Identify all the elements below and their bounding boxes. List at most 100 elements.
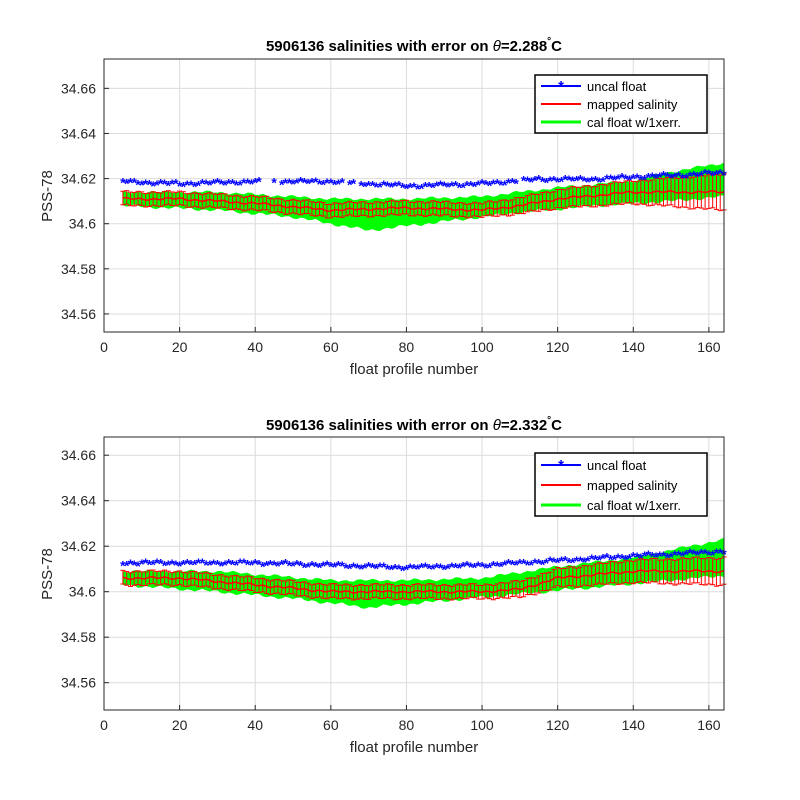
uncal-float-marker: *: [400, 563, 406, 579]
uncal-float-marker: *: [336, 558, 342, 574]
uncal-float-marker: *: [241, 175, 247, 191]
y-tick-label: 34.64: [61, 493, 96, 509]
uncal-float-series: ****************************************…: [120, 165, 727, 196]
y-tick-label: 34.66: [61, 447, 96, 463]
uncal-float-marker: *: [132, 557, 138, 573]
uncal-float-marker: *: [608, 551, 614, 567]
uncal-float-marker: *: [532, 555, 538, 571]
uncal-float-marker: *: [298, 557, 304, 573]
uncal-float-marker: *: [260, 558, 266, 574]
uncal-float-marker: *: [404, 181, 410, 197]
uncal-float-marker: *: [649, 169, 655, 185]
x-axis-ticks: 0 20 40 60 80 100 120 140 160: [100, 327, 721, 355]
uncal-float-marker: *: [207, 177, 213, 193]
uncal-float-marker: *: [309, 174, 315, 190]
legend-uncal-label: uncal float: [587, 79, 647, 94]
uncal-float-marker: *: [506, 175, 512, 191]
uncal-float-marker: *: [211, 175, 217, 191]
cal-float-error-band: [122, 162, 724, 231]
uncal-float-marker: *: [389, 561, 395, 577]
chart-title: 5906136 salinities with error on θ=2.332…: [266, 415, 562, 434]
uncal-float-marker: *: [234, 177, 240, 193]
uncal-float-marker: *: [714, 166, 720, 182]
uncal-float-marker: *: [226, 556, 232, 572]
uncal-float-marker: *: [494, 558, 500, 574]
x-tick-label: 100: [470, 717, 494, 733]
uncal-float-marker: *: [479, 176, 485, 192]
uncal-float-marker: *: [234, 557, 240, 573]
uncal-float-marker: *: [585, 174, 591, 190]
uncal-float-marker: *: [691, 546, 697, 562]
cal-float-band: [122, 537, 724, 609]
uncal-float-marker: *: [264, 558, 270, 574]
uncal-float-marker: *: [604, 550, 610, 566]
uncal-float-marker: *: [430, 179, 436, 195]
uncal-float-marker: *: [192, 179, 198, 195]
uncal-float-marker: *: [695, 169, 701, 185]
uncal-float-marker: *: [661, 168, 667, 184]
uncal-float-marker: *: [358, 177, 364, 193]
uncal-float-marker: *: [173, 557, 179, 573]
uncal-float-marker: *: [695, 547, 701, 563]
uncal-float-marker: *: [442, 178, 448, 194]
uncal-float-marker: *: [332, 559, 338, 575]
uncal-float-marker: *: [252, 175, 258, 191]
uncal-float-marker: *: [351, 176, 357, 192]
uncal-float-marker: *: [241, 555, 247, 571]
uncal-float-marker: *: [411, 561, 417, 577]
legend-mapped-label: mapped salinity: [587, 97, 678, 112]
uncal-float-marker: *: [676, 168, 682, 184]
uncal-float-marker: *: [147, 176, 153, 192]
uncal-float-marker: *: [407, 560, 413, 576]
uncal-float-marker: *: [120, 175, 126, 191]
uncal-float-marker: *: [302, 559, 308, 575]
uncal-float-marker: *: [135, 558, 141, 574]
uncal-float-marker: *: [423, 559, 429, 575]
legend-uncal-marker: *: [558, 457, 564, 474]
uncal-float-marker: *: [566, 172, 572, 188]
uncal-float-marker: *: [634, 170, 640, 186]
uncal-float-marker: *: [453, 178, 459, 194]
uncal-float-marker: *: [646, 169, 652, 185]
uncal-float-marker: *: [687, 545, 693, 561]
uncal-float-marker: *: [324, 557, 330, 573]
uncal-float-marker: *: [203, 176, 209, 192]
uncal-float-marker: *: [290, 176, 296, 192]
y-tick-label: 34.64: [61, 125, 96, 141]
uncal-float-marker: *: [139, 556, 145, 572]
uncal-float-marker: *: [559, 173, 565, 189]
uncal-float-marker: *: [347, 560, 353, 576]
uncal-float-marker: *: [631, 549, 637, 565]
uncal-float-marker: *: [385, 178, 391, 194]
uncal-float-marker: *: [309, 558, 315, 574]
uncal-float-marker: *: [608, 171, 614, 187]
uncal-float-marker: *: [321, 558, 327, 574]
uncal-float-marker: *: [181, 557, 187, 573]
uncal-float-marker: *: [381, 559, 387, 575]
uncal-float-marker: *: [218, 176, 224, 192]
uncal-float-marker: *: [200, 555, 206, 571]
uncal-float-marker: *: [589, 551, 595, 567]
uncal-float-marker: *: [237, 555, 243, 571]
uncal-float-marker: *: [691, 168, 697, 184]
uncal-float-marker: *: [305, 559, 311, 575]
legend: * uncal float mapped salinity cal float …: [534, 452, 708, 517]
uncal-float-marker: *: [445, 179, 451, 195]
uncal-float-marker: *: [460, 558, 466, 574]
uncal-float-marker: *: [313, 174, 319, 190]
uncal-float-marker: *: [245, 175, 251, 191]
uncal-float-series: ****************************************…: [120, 545, 727, 579]
uncal-float-marker: *: [717, 545, 723, 561]
uncal-float-marker: *: [415, 561, 421, 577]
uncal-float-marker: *: [528, 174, 534, 190]
uncal-float-marker: *: [680, 548, 686, 564]
x-axis-ticks: 0 20 40 60 80 100 120 140 160: [100, 705, 721, 733]
uncal-float-marker: *: [631, 171, 637, 187]
uncal-float-marker: *: [328, 175, 334, 191]
uncal-float-marker: *: [683, 546, 689, 562]
uncal-float-marker: *: [593, 173, 599, 189]
uncal-float-marker: *: [370, 560, 376, 576]
uncal-float-marker: *: [683, 170, 689, 186]
uncal-float-marker: *: [672, 547, 678, 563]
uncal-float-marker: *: [154, 555, 160, 571]
